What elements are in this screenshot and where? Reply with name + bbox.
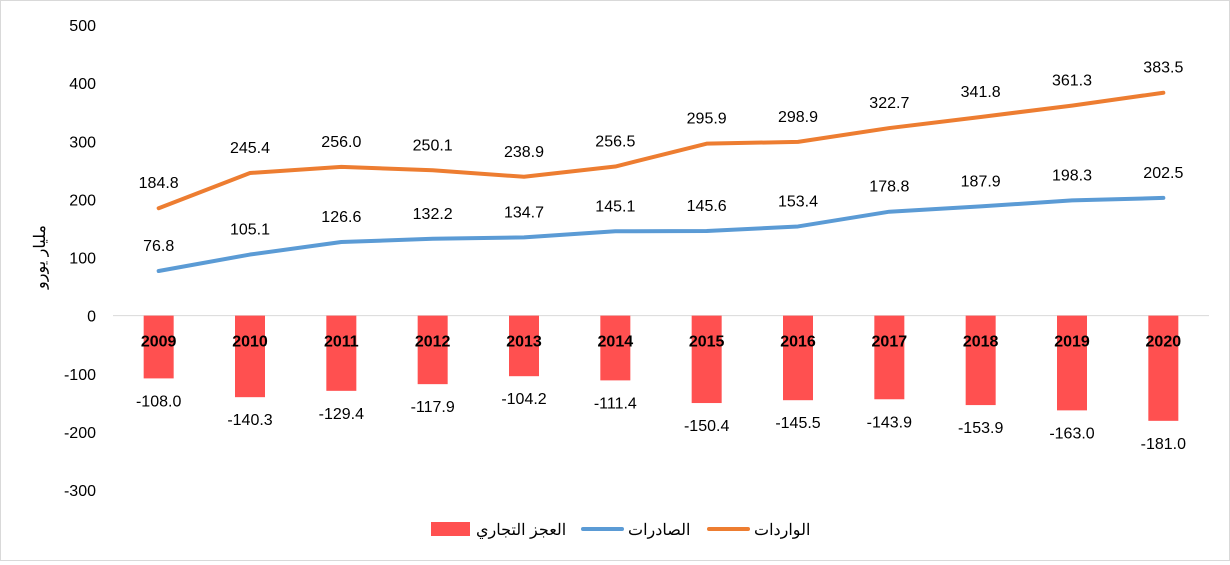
data-label: 238.9 bbox=[504, 144, 544, 161]
data-label: -181.0 bbox=[1141, 436, 1186, 453]
data-label: -108.0 bbox=[136, 393, 181, 410]
data-label: 361.3 bbox=[1052, 73, 1092, 90]
data-labels: -108.0 -140.3 -129.4 -117.9 -104.2 -111.4 -150… bbox=[136, 60, 1186, 453]
category-label-2013: 2013 bbox=[506, 334, 542, 351]
bar-deficit-2015 bbox=[691, 315, 722, 404]
data-label: 198.3 bbox=[1052, 167, 1092, 184]
y-tick-labels: 500 400 300 200 100 0 -100 -200 -300 bbox=[64, 18, 96, 500]
category-label-2012: 2012 bbox=[415, 334, 451, 351]
bar-deficit-2013 bbox=[509, 315, 539, 377]
category-label-2011: 2011 bbox=[324, 334, 359, 351]
y-tick-label: -300 bbox=[64, 483, 96, 500]
data-label: 145.6 bbox=[687, 198, 727, 215]
data-label: 76.8 bbox=[143, 238, 174, 255]
data-label: 187.9 bbox=[961, 173, 1001, 190]
data-label: -140.3 bbox=[227, 412, 272, 429]
line-exports bbox=[156, 195, 1166, 273]
bar-deficit-2012 bbox=[417, 315, 448, 385]
data-label: 250.1 bbox=[413, 137, 453, 154]
data-label: 178.8 bbox=[869, 179, 909, 196]
data-label: -143.9 bbox=[867, 414, 912, 431]
legend-label: الصادرات bbox=[628, 522, 690, 539]
data-label: -145.5 bbox=[775, 415, 820, 432]
data-label: -117.9 bbox=[411, 399, 455, 416]
bars-deficit bbox=[143, 315, 1179, 421]
data-label: 126.6 bbox=[321, 209, 361, 226]
data-label: -163.0 bbox=[1049, 425, 1094, 442]
bar-deficit-2019 bbox=[1057, 315, 1087, 411]
category-label-2009: 2009 bbox=[141, 334, 177, 351]
y-tick-label: 500 bbox=[69, 18, 96, 35]
category-label-2010: 2010 bbox=[232, 334, 268, 351]
category-label-2017: 2017 bbox=[872, 334, 908, 351]
data-label: -111.4 bbox=[594, 395, 637, 412]
y-tick-label: 100 bbox=[69, 251, 96, 268]
category-label-2020: 2020 bbox=[1146, 334, 1182, 351]
legend-label: العجز التجاري bbox=[476, 522, 566, 539]
y-tick-label: -100 bbox=[64, 367, 96, 384]
data-label: 105.1 bbox=[230, 222, 270, 239]
data-label: 202.5 bbox=[1143, 165, 1183, 182]
category-label-2014: 2014 bbox=[598, 334, 634, 351]
y-tick-label: 300 bbox=[69, 134, 96, 151]
data-label: 341.8 bbox=[961, 84, 1001, 101]
legend: العجز التجاري الصادرات الواردات bbox=[431, 522, 810, 539]
category-label-2018: 2018 bbox=[963, 334, 999, 351]
category-label-2019: 2019 bbox=[1054, 334, 1090, 351]
data-label: 295.9 bbox=[687, 111, 727, 128]
data-label: 256.0 bbox=[321, 134, 361, 151]
data-label: 184.8 bbox=[139, 175, 179, 192]
data-label: 245.4 bbox=[230, 140, 270, 157]
y-axis-title: مليار يورو bbox=[32, 225, 49, 290]
series-lines bbox=[156, 90, 1166, 273]
line-imports bbox=[156, 90, 1166, 211]
data-label: 134.7 bbox=[504, 204, 544, 221]
data-label: 153.4 bbox=[778, 193, 818, 210]
data-label: -104.2 bbox=[501, 391, 546, 408]
bar-deficit-2011 bbox=[326, 315, 357, 391]
data-label: -129.4 bbox=[319, 406, 364, 423]
data-label: -153.9 bbox=[958, 420, 1003, 437]
bar-deficit-2020 bbox=[1148, 315, 1179, 421]
bar-deficit-2018 bbox=[965, 315, 996, 406]
data-label: 383.5 bbox=[1143, 60, 1183, 77]
category-labels: 2009 2010 2011 2012 2013 2014 2015 2016 2017 2018… bbox=[141, 334, 1181, 351]
bar-deficit-2009 bbox=[143, 315, 174, 379]
bar-deficit-2014 bbox=[600, 315, 631, 381]
y-tick-label: 0 bbox=[87, 309, 96, 326]
category-label-2015: 2015 bbox=[689, 334, 725, 351]
legend-swatch-deficit bbox=[431, 522, 470, 536]
category-label-2016: 2016 bbox=[780, 334, 816, 351]
data-label: 256.5 bbox=[595, 134, 635, 151]
legend-label: الواردات bbox=[754, 522, 810, 539]
y-tick-label: 400 bbox=[69, 76, 96, 93]
bar-deficit-2017 bbox=[874, 315, 905, 400]
data-label: 132.2 bbox=[413, 206, 453, 223]
data-label: 322.7 bbox=[869, 95, 909, 112]
y-tick-label: -200 bbox=[64, 425, 96, 442]
bar-deficit-2016 bbox=[783, 315, 813, 401]
data-label: 298.9 bbox=[778, 109, 818, 126]
data-label: 145.1 bbox=[595, 198, 635, 215]
data-label: -150.4 bbox=[684, 418, 729, 435]
bar-deficit-2010 bbox=[235, 315, 265, 398]
y-tick-label: 200 bbox=[69, 192, 96, 209]
y-axis-label-group: مليار يورو bbox=[32, 225, 49, 290]
